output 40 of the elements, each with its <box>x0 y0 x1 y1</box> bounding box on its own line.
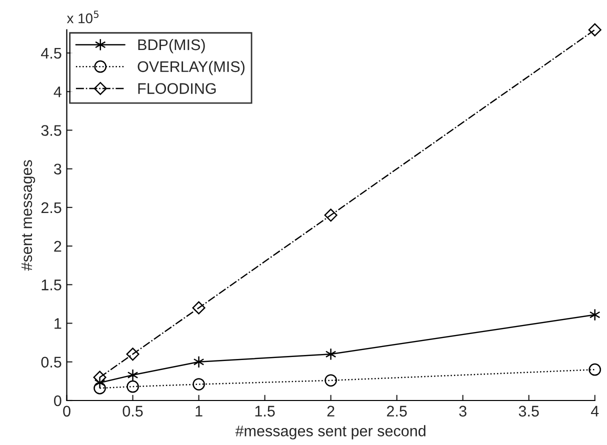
y-tick-label: 3.5 <box>41 125 62 136</box>
point <box>127 368 138 382</box>
point <box>588 363 602 376</box>
y-tick-label: 0.5 <box>41 356 62 368</box>
y-tick-label: 2.5 <box>41 202 62 214</box>
y-tick-label: 1 <box>54 318 62 329</box>
point <box>324 374 337 387</box>
point <box>324 208 338 222</box>
point <box>126 348 140 361</box>
x-tick-label: 3.5 <box>518 406 539 417</box>
point <box>192 378 205 390</box>
x-tick-label: 0 <box>63 406 70 417</box>
y-tick-label: 1.5 <box>42 280 62 290</box>
point <box>93 370 106 384</box>
legend-label: OVERLAY(MIS) <box>138 60 244 76</box>
y-tick-label: 3 <box>54 164 62 175</box>
x-axis-title: #messages sent per second <box>235 425 426 440</box>
point <box>588 23 602 36</box>
y-tick-label: 0 <box>54 395 62 406</box>
point <box>126 380 139 393</box>
point <box>193 356 204 368</box>
point <box>325 348 336 360</box>
x-tick-label: 3 <box>459 406 466 417</box>
point <box>589 308 600 321</box>
y-tick-label: 2 <box>54 240 62 252</box>
legend-label: BDP(MIS) <box>138 38 205 54</box>
x-tick-label: 2.5 <box>386 406 407 417</box>
x-tick-label: 1.5 <box>255 406 275 417</box>
text: x 10$^{5}$ <box>66 10 98 24</box>
legend-label: FLOODING <box>138 83 216 94</box>
x-tick-label: 4 <box>590 406 599 416</box>
x-tick-label: 0.5 <box>122 406 143 417</box>
x-tick-label: 1 <box>196 406 202 416</box>
y-axis-title: #sent messages <box>21 160 36 271</box>
point <box>94 376 106 389</box>
point <box>94 382 106 394</box>
point <box>192 301 206 314</box>
x-tick-label: 2 <box>327 406 334 416</box>
y-tick-label: 4 <box>54 86 62 98</box>
y-tick-label: 4.5 <box>41 48 62 59</box>
